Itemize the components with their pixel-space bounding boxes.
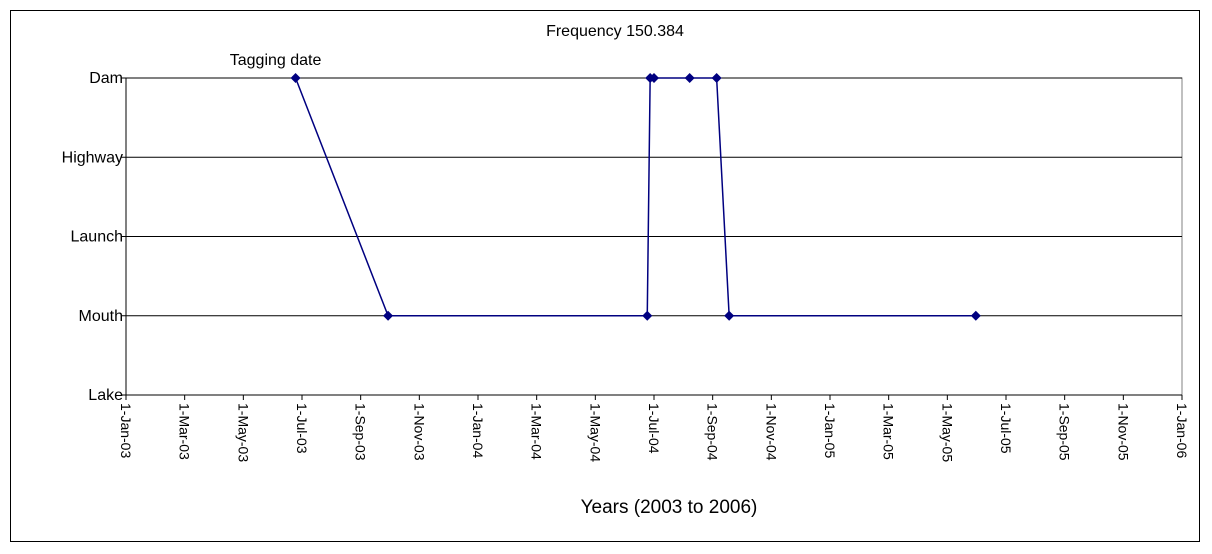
- x-tick-label: 1-Sep-03: [353, 403, 369, 461]
- data-point-marker: [290, 73, 301, 83]
- y-tick-label: Launch: [71, 229, 124, 246]
- x-tick-label: 1-Mar-03: [177, 403, 193, 460]
- x-tick-label: 1-May-05: [939, 403, 955, 462]
- x-tick-label: 1-May-03: [235, 403, 251, 462]
- data-point-marker: [724, 310, 735, 321]
- x-tick-label: 1-Mar-04: [529, 403, 545, 460]
- x-tick-label: 1-Sep-04: [705, 403, 721, 461]
- x-tick-label: 1-Mar-05: [881, 403, 897, 460]
- tagging-date-annotation: Tagging date: [230, 52, 322, 69]
- x-tick-label: 1-Sep-05: [1057, 403, 1073, 461]
- y-tick-label: Dam: [89, 70, 123, 87]
- data-point-marker: [383, 310, 394, 321]
- x-tick-label: 1-May-04: [587, 403, 603, 462]
- y-tick-label: Highway: [62, 149, 123, 166]
- x-tick-label: 1-Jul-04: [646, 403, 662, 454]
- x-tick-label: 1-Jan-03: [118, 403, 134, 458]
- y-tick-label: Lake: [88, 387, 123, 404]
- x-tick-label: 1-Jul-03: [294, 403, 310, 454]
- x-tick-label: 1-Jul-05: [998, 403, 1014, 454]
- x-axis-title: Years (2003 to 2006): [581, 497, 758, 518]
- x-tick-label: 1-Jan-04: [470, 403, 486, 458]
- series-line: [294, 77, 976, 317]
- chart-title: Frequency 150.384: [546, 23, 684, 40]
- x-tick-label: 1-Jan-06: [1174, 403, 1190, 458]
- x-tick-label: 1-Jan-05: [822, 403, 838, 458]
- y-tick-label: Mouth: [79, 308, 123, 325]
- data-point-marker: [711, 73, 722, 83]
- x-tick-label: 1-Nov-03: [411, 403, 427, 461]
- data-point-marker: [642, 310, 653, 321]
- data-point-marker: [684, 73, 695, 83]
- data-point-marker: [649, 73, 659, 83]
- x-tick-label: 1-Nov-04: [763, 403, 779, 461]
- x-tick-label: 1-Nov-05: [1115, 403, 1131, 461]
- data-point-marker: [970, 310, 981, 321]
- chart-frame: [10, 10, 1200, 542]
